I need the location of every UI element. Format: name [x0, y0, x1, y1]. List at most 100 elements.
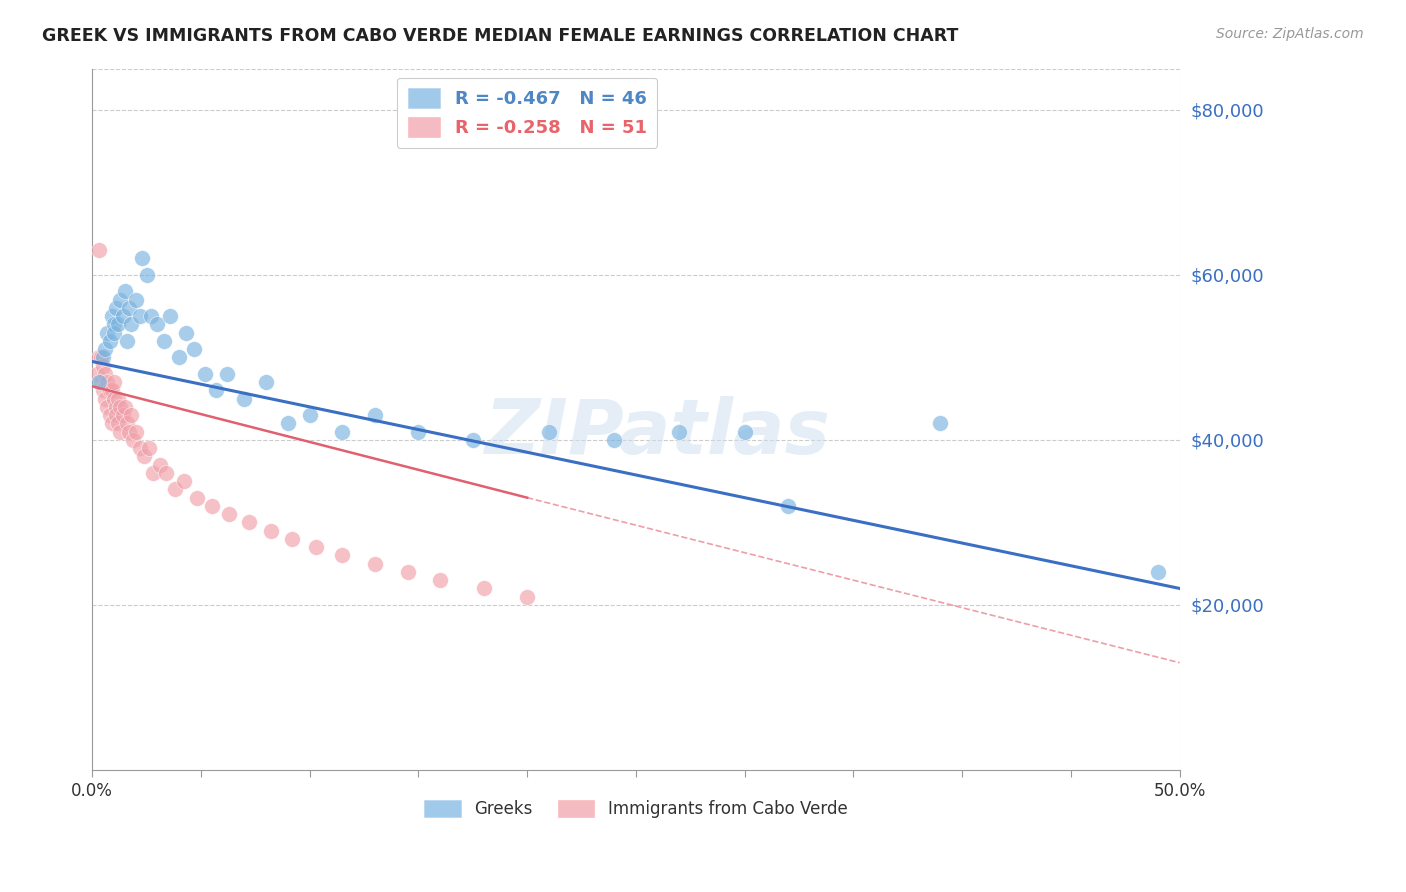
Point	[396, 565, 419, 579]
Point	[537, 425, 560, 439]
Point	[90, 351, 112, 365]
Point	[603, 433, 626, 447]
Point	[516, 590, 538, 604]
Legend: Greeks, Immigrants from Cabo Verde: Greeks, Immigrants from Cabo Verde	[418, 793, 853, 825]
Point	[120, 318, 142, 332]
Point	[330, 425, 353, 439]
Point	[183, 342, 205, 356]
Text: Source: ZipAtlas.com: Source: ZipAtlas.com	[1216, 27, 1364, 41]
Point	[98, 408, 121, 422]
Point	[105, 400, 128, 414]
Point	[105, 408, 128, 422]
Point	[96, 375, 118, 389]
Point	[734, 425, 756, 439]
Point	[110, 400, 132, 414]
Point	[173, 474, 195, 488]
Point	[115, 417, 138, 431]
Point	[142, 466, 165, 480]
Point	[122, 433, 145, 447]
Point	[186, 491, 208, 505]
Point	[408, 425, 430, 439]
Point	[120, 408, 142, 422]
Point	[134, 450, 156, 464]
Point	[472, 582, 495, 596]
Point	[159, 309, 181, 323]
Point	[87, 243, 110, 257]
Point	[103, 375, 125, 389]
Point	[110, 293, 132, 307]
Point	[114, 285, 136, 299]
Point	[98, 334, 121, 348]
Point	[96, 326, 118, 340]
Point	[103, 326, 125, 340]
Point	[364, 557, 387, 571]
Point	[87, 351, 110, 365]
Point	[174, 326, 197, 340]
Point	[129, 441, 152, 455]
Point	[118, 301, 141, 315]
Point	[103, 392, 125, 406]
Point	[86, 367, 108, 381]
Point	[124, 425, 146, 439]
Point	[100, 384, 122, 398]
Point	[668, 425, 690, 439]
Point	[105, 301, 128, 315]
Point	[100, 309, 122, 323]
Point	[277, 417, 299, 431]
Point	[87, 375, 110, 389]
Point	[138, 441, 160, 455]
Point	[238, 516, 260, 530]
Point	[107, 392, 129, 406]
Point	[155, 466, 177, 480]
Point	[259, 524, 281, 538]
Point	[129, 309, 152, 323]
Point	[149, 458, 172, 472]
Text: ZIPatlas: ZIPatlas	[485, 396, 831, 470]
Point	[201, 499, 224, 513]
Point	[96, 400, 118, 414]
Text: GREEK VS IMMIGRANTS FROM CABO VERDE MEDIAN FEMALE EARNINGS CORRELATION CHART: GREEK VS IMMIGRANTS FROM CABO VERDE MEDI…	[42, 27, 959, 45]
Point	[153, 334, 176, 348]
Point	[91, 359, 114, 373]
Point	[364, 408, 387, 422]
Point	[135, 268, 157, 282]
Point	[110, 425, 132, 439]
Point	[298, 408, 321, 422]
Point	[100, 417, 122, 431]
Point	[778, 499, 800, 513]
Point	[139, 309, 162, 323]
Point	[107, 318, 129, 332]
Point	[90, 375, 112, 389]
Point	[929, 417, 952, 431]
Point	[461, 433, 484, 447]
Point	[94, 367, 117, 381]
Point	[91, 384, 114, 398]
Point	[94, 342, 117, 356]
Point	[111, 309, 134, 323]
Point	[254, 375, 277, 389]
Point	[205, 384, 228, 398]
Point	[124, 293, 146, 307]
Point	[94, 392, 117, 406]
Point	[194, 367, 217, 381]
Point	[146, 318, 169, 332]
Point	[218, 507, 240, 521]
Point	[233, 392, 256, 406]
Point	[114, 400, 136, 414]
Point	[98, 384, 121, 398]
Point	[91, 351, 114, 365]
Point	[215, 367, 238, 381]
Point	[111, 408, 134, 422]
Point	[107, 417, 129, 431]
Point	[305, 540, 328, 554]
Point	[115, 334, 138, 348]
Point	[330, 549, 353, 563]
Point	[131, 252, 153, 266]
Point	[163, 483, 186, 497]
Point	[1147, 565, 1170, 579]
Point	[118, 425, 141, 439]
Point	[281, 532, 304, 546]
Point	[103, 318, 125, 332]
Point	[167, 351, 190, 365]
Point	[429, 573, 451, 587]
